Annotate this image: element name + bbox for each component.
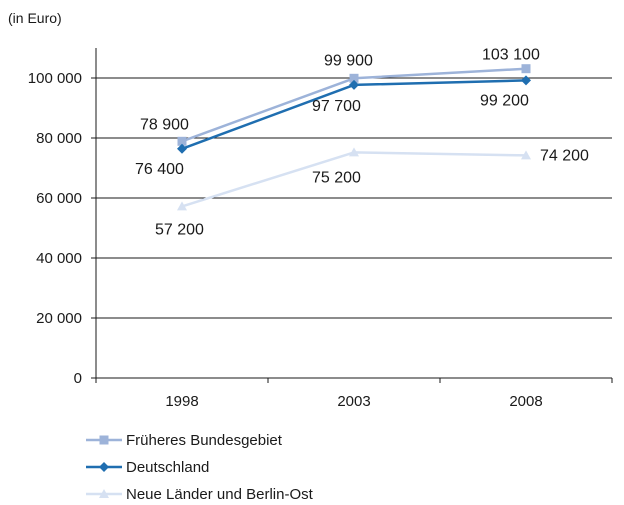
data-label: 99 900	[324, 52, 373, 69]
data-label: 99 200	[480, 92, 529, 109]
y-tick-label: 100 000	[28, 70, 82, 87]
data-label: 74 200	[540, 147, 589, 164]
legend-marker	[99, 435, 109, 445]
legend: Früheres Bundesgebiet Deutschland Neue Län…	[86, 432, 314, 503]
data-label: 76 400	[135, 161, 184, 178]
unit-label: (in Euro)	[8, 10, 62, 26]
x-tick-label: 2003	[337, 393, 370, 410]
data-point	[177, 143, 187, 154]
legend-marker	[99, 489, 109, 498]
legend-item-1: Deutschland	[86, 459, 209, 476]
data-point	[349, 147, 359, 157]
data-label: 103 100	[482, 47, 540, 64]
y-tick-label: 60 000	[36, 190, 82, 207]
series-0	[177, 64, 531, 146]
legend-item-2: Neue Länder und Berlin-Ost	[86, 486, 314, 503]
data-point	[521, 150, 531, 160]
legend-label: Früheres Bundesgebiet	[126, 432, 283, 449]
legend-item-0: Früheres Bundesgebiet	[86, 432, 283, 449]
series-2	[177, 147, 531, 211]
data-point	[521, 64, 531, 74]
y-tick-label: 80 000	[36, 130, 82, 147]
axes: 0 20 000 40 000 60 000 80 000 100 000 1998 2003…	[28, 48, 613, 410]
legend-marker	[99, 462, 109, 472]
data-label: 75 200	[312, 169, 361, 186]
y-tick-label: 40 000	[36, 250, 82, 267]
data-point	[349, 73, 359, 83]
legend-label: Deutschland	[126, 459, 209, 476]
y-tick-label: 20 000	[36, 310, 82, 327]
y-tick-label: 0	[74, 370, 82, 387]
data-point	[349, 79, 359, 90]
series-layer	[177, 64, 531, 211]
legend-label: Neue Länder und Berlin-Ost	[126, 486, 314, 503]
series-1	[177, 75, 531, 154]
data-labels: 78 900 99 900 103 100 76 400 97 700 99 200 57 …	[135, 47, 589, 239]
x-tick-label: 2008	[509, 393, 542, 410]
data-point	[177, 201, 187, 211]
data-label: 97 700	[312, 98, 361, 115]
data-point	[521, 75, 531, 86]
data-label: 78 900	[140, 116, 189, 133]
data-point	[177, 136, 187, 146]
x-tick-label: 1998	[165, 393, 198, 410]
data-label: 57 200	[155, 221, 204, 238]
